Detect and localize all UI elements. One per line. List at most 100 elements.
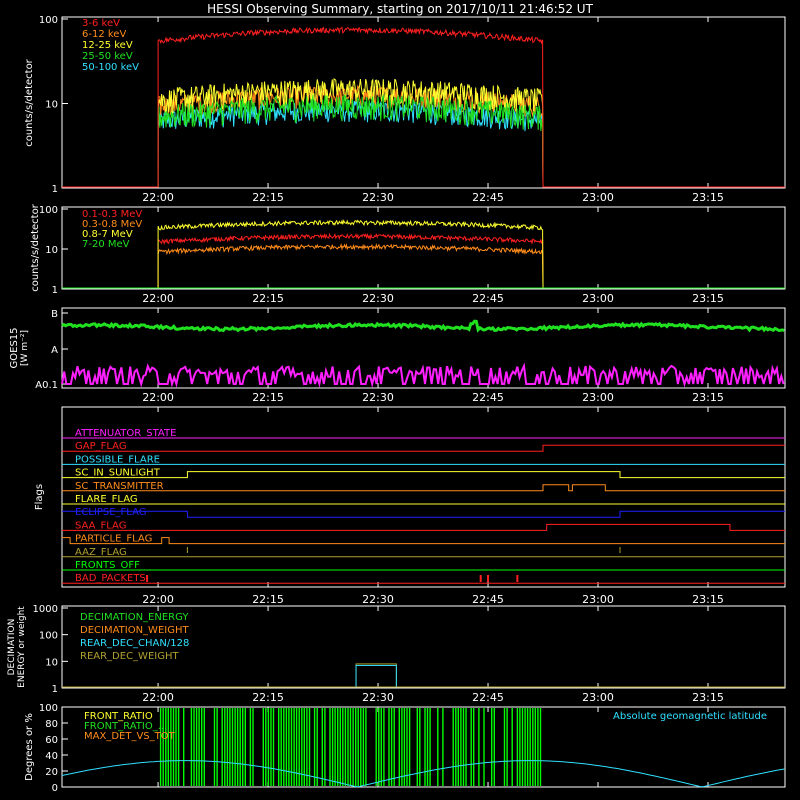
x-tick-label: 23:15 [692, 191, 724, 204]
flag-label: SC_IN_SUNLIGHT [75, 468, 161, 479]
flag-label: ATTENUATOR_STATE [75, 428, 176, 439]
y-tick-label: 0 [52, 783, 58, 794]
ylabel-decimation-line1: DECIMATION [7, 619, 17, 676]
panel-frame-flags [61, 406, 786, 588]
y-tick-label: 10 [45, 245, 58, 256]
flag-line-SC_IN_SUNLIGHT [62, 471, 785, 479]
panel-frame-low-energy [61, 16, 786, 189]
y-tick-label: 100 [39, 15, 58, 26]
legend-entry: 0.1-0.3 MeV [82, 209, 142, 220]
x-tick-label: 22:00 [142, 391, 174, 404]
panel-frame-ratios [61, 706, 786, 788]
x-tick-label: 22:45 [472, 691, 504, 704]
x-tick-label: 22:15 [252, 391, 284, 404]
legend-entry: FRONT_RATIO_... [84, 721, 167, 732]
x-tick-label: 22:15 [252, 292, 284, 305]
series-line-goes-short [61, 362, 785, 388]
y-tick-label: 100 [39, 205, 58, 216]
legend-entry: REAR_DEC_WEIGHT [80, 651, 179, 662]
y-tick-label: 10 [45, 657, 58, 668]
panel-frame-decimation [61, 605, 786, 689]
x-tick-label: 23:15 [692, 292, 724, 305]
y-tick-label: 1 [52, 184, 58, 195]
y-tick-label: B [51, 309, 58, 320]
x-tick-label: 22:30 [362, 391, 394, 404]
x-tick-label: 22:30 [362, 691, 394, 704]
legend-entry: 7-20 MeV [82, 239, 130, 250]
series-line-goes-long [61, 319, 785, 333]
y-tick-label: A [51, 345, 58, 356]
x-tick-label: 22:00 [142, 292, 174, 305]
flag-label: ECLIPSE_FLAG [75, 507, 146, 518]
flag-line-SAA_FLAG [62, 523, 785, 531]
x-tick-label: 23:00 [582, 191, 614, 204]
series-line-12-25 keV [62, 78, 785, 188]
x-tick-label: 22:15 [252, 691, 284, 704]
flag-label: GAP_FLAG [75, 441, 127, 452]
y-tick-label: 1 [52, 684, 58, 695]
flag-label: PARTICLE_FLAG [75, 534, 152, 545]
flag-line-PARTICLE_FLAG [62, 537, 785, 545]
legend-entry: 6-12 keV [82, 29, 126, 40]
legend-entry: MAX_DET_VS_TOT [84, 731, 176, 742]
y-tick-label: 100 [39, 703, 58, 714]
flag-label: BAD_PACKETS [75, 573, 146, 584]
legend-entry: 0.8-7 MeV [82, 229, 133, 240]
ylabel-high-energy: counts/s/detector [30, 203, 41, 291]
x-tick-label: 23:00 [582, 292, 614, 305]
y-tick-label: 10 [45, 100, 58, 111]
x-tick-label: 22:15 [252, 191, 284, 204]
x-tick-label: 22:30 [362, 292, 394, 305]
x-tick-label: 22:45 [472, 191, 504, 204]
x-tick-label: 23:15 [692, 691, 724, 704]
flag-label: SC_TRANSMITTER [75, 481, 164, 492]
series-line-0.1-0.3 MeV [62, 232, 785, 289]
ylabel-low-energy: counts/s/detector [24, 58, 35, 146]
y-tick-label: 100 [39, 631, 58, 642]
ylabel-ratios: Degrees or % [24, 713, 35, 781]
flag-line-SC_TRANSMITTER [62, 484, 785, 492]
legend-entry: Absolute geomagnetic latitude [613, 711, 767, 722]
series-line-0.8-7 MeV [62, 219, 785, 289]
flag-label: FRONTS_OFF [75, 560, 140, 571]
legend-entry: DECIMATION_WEIGHT [80, 625, 189, 636]
legend-entry: 12-25 keV [82, 40, 133, 51]
series-line-0.3-0.8 MeV [62, 242, 785, 289]
x-tick-label: 23:00 [582, 691, 614, 704]
x-tick-label: 22:00 [142, 691, 174, 704]
x-tick-label: 22:30 [362, 593, 394, 606]
x-tick-label: 23:15 [692, 391, 724, 404]
ylabel-goes: GOES15 [9, 327, 20, 368]
x-tick-label: 22:45 [472, 391, 504, 404]
flag-label: SAA_FLAG [75, 520, 126, 531]
x-tick-label: 23:00 [582, 391, 614, 404]
legend-entry: DECIMATION_ENERGY [80, 612, 189, 623]
legend-entry: 50-100 keV [82, 62, 139, 73]
flag-line-ECLIPSE_FLAG [62, 510, 785, 518]
legend-entry: REAR_DEC_CHAN/128 [80, 638, 189, 649]
ylabel-flags: Flags [34, 484, 45, 510]
figure-title: HESSI Observing Summary, starting on 201… [207, 2, 593, 16]
x-tick-label: 22:45 [472, 292, 504, 305]
y-tick-label: 20 [45, 767, 58, 778]
series-line-25-50 keV [62, 94, 785, 188]
y-tick-label: 40 [45, 751, 58, 762]
x-tick-label: 22:15 [252, 593, 284, 606]
legend-entry: 3-6 keV [82, 18, 120, 29]
flag-label: POSSIBLE_FLARE [75, 454, 160, 465]
y-tick-label: A0.1 [35, 380, 58, 391]
flag-label: FLARE_FLAG [75, 494, 138, 505]
x-tick-label: 23:15 [692, 593, 724, 606]
x-tick-label: 22:45 [472, 593, 504, 606]
series-line-geomagnetic-latitude [61, 760, 785, 788]
x-tick-label: 22:00 [142, 593, 174, 606]
y-tick-label: 1 [52, 285, 58, 296]
legend-entry: 0.3-0.8 MeV [82, 219, 142, 230]
panel-frame-high-energy [61, 206, 786, 290]
series-line-3-6 keV [62, 26, 785, 188]
x-tick-label: 22:30 [362, 191, 394, 204]
panel-frame-goes [61, 307, 786, 389]
x-tick-label: 23:00 [582, 593, 614, 606]
ylabel-goes-unit: [W m⁻²] [20, 330, 30, 366]
